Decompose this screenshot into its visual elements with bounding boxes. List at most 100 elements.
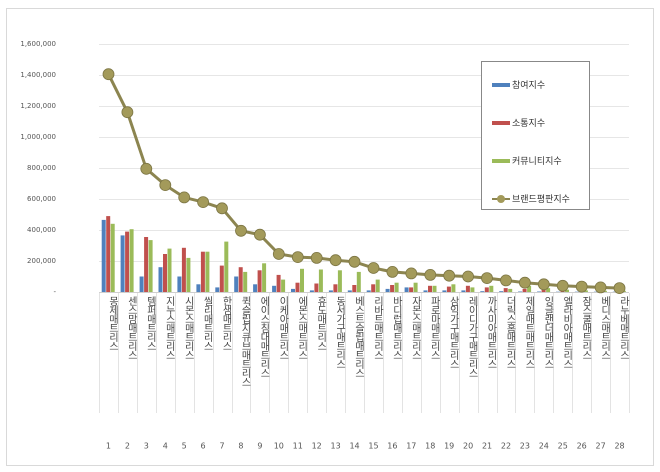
legend-label: 참여지수 (512, 81, 546, 91)
gridline (99, 75, 629, 76)
category-label: 까사미아매트리스 (485, 296, 497, 368)
bar-0 (537, 291, 542, 292)
bar-1 (238, 267, 243, 292)
bar-1 (428, 285, 432, 292)
rank-number: 12 (311, 441, 322, 451)
rank-number: 5 (181, 441, 187, 451)
line-marker-icon (443, 269, 456, 282)
bar-1 (106, 216, 111, 292)
bar-1 (390, 285, 395, 292)
line-marker-icon (367, 262, 380, 274)
category-divider (155, 293, 157, 413)
category-label: 퀵슬립지큐브매트리스 (238, 296, 250, 386)
bar-0 (480, 291, 485, 292)
line-marker-icon (500, 274, 512, 287)
y-tick-label: 600,000 (27, 195, 56, 203)
category-divider (250, 293, 252, 413)
bar-1 (541, 288, 546, 292)
category-label: 이케아매트리스 (276, 296, 288, 359)
category-label: 파로마매트리스 (428, 296, 440, 359)
category-label: 삼익가구매트리스 (447, 296, 459, 368)
bar-0 (215, 287, 220, 292)
category-label: 바디럽매트리스 (390, 296, 402, 359)
category-divider (401, 293, 403, 413)
rank-number: 4 (162, 441, 168, 451)
y-tick-label: 1,600,000 (20, 40, 56, 48)
rank-number: 7 (219, 441, 225, 451)
brand-reputation-line (107, 73, 620, 290)
bar-0 (177, 276, 182, 292)
rank-number: 24 (538, 441, 549, 451)
category-label: 휴도매트리스 (314, 296, 326, 350)
y-tick-label: 1,000,000 (20, 133, 56, 141)
category-label: 자몬스매트리스 (409, 296, 421, 359)
category-label: 레이디가구매트리스 (466, 296, 478, 377)
legend-label: 브랜드평판지수 (512, 195, 570, 205)
bar-2 (489, 285, 494, 292)
bar-2 (375, 279, 380, 292)
bar-1 (409, 287, 414, 292)
legend-item-participation: 참여지수 (492, 78, 545, 91)
category-divider (326, 293, 328, 413)
legend-swatch-red (492, 120, 510, 125)
gridline (99, 137, 629, 138)
gridline (99, 292, 629, 293)
category-label: 시몬스매트리스 (182, 296, 194, 359)
category-label: 더릭스홈매트리스 (503, 296, 515, 368)
category-divider (345, 293, 347, 413)
bar-2 (451, 284, 456, 293)
y-tick-label: 200,000 (27, 257, 56, 265)
rank-number: 15 (368, 441, 379, 451)
bar-0 (423, 290, 428, 292)
line-marker-icon (462, 270, 475, 283)
bar-2 (356, 271, 361, 292)
bar-2 (129, 229, 134, 292)
category-label: 지누스매트리스 (163, 296, 175, 359)
category-label: 에이스침대매트리스 (257, 296, 269, 377)
y-tick-label: 1,400,000 (20, 71, 56, 79)
bar-2 (565, 289, 569, 292)
gridline (99, 230, 629, 231)
line-marker-icon (235, 224, 247, 237)
bar-0 (347, 290, 352, 292)
bar-1 (371, 284, 376, 293)
bar-0 (291, 288, 295, 292)
category-label: 리바트매트리스 (371, 296, 383, 359)
bar-1 (257, 270, 262, 292)
gridline (99, 261, 629, 262)
line-marker-icon (405, 267, 418, 280)
bar-0 (404, 287, 409, 292)
bar-1 (314, 283, 319, 292)
y-tick-label: 400,000 (27, 226, 56, 234)
bar-0 (442, 290, 447, 292)
category-label: 씰리매트리스 (201, 296, 213, 350)
bar-0 (518, 291, 523, 292)
bar-1 (333, 284, 338, 293)
line-marker-icon (140, 162, 153, 175)
line-marker-icon (291, 251, 304, 264)
bar-2 (205, 251, 210, 292)
bar-2 (413, 282, 418, 292)
rank-number: 25 (557, 441, 568, 451)
bar-0 (253, 284, 258, 293)
line-marker-icon (348, 255, 361, 268)
line-marker-icon (594, 281, 607, 294)
bar-2 (167, 248, 172, 292)
bar-1 (200, 251, 205, 292)
category-divider (515, 293, 517, 413)
rank-number: 19 (444, 441, 455, 451)
bar-1 (352, 285, 357, 292)
line-marker-icon (386, 265, 399, 278)
bar-0 (196, 284, 201, 293)
category-divider (629, 293, 630, 413)
legend-item-communication: 소통지수 (492, 116, 545, 129)
y-tick-label: - (53, 288, 56, 296)
category-divider (288, 293, 290, 413)
gridline (99, 199, 629, 200)
legend-label: 소통지수 (512, 119, 546, 129)
line-marker-icon (253, 228, 266, 241)
bar-1 (465, 285, 470, 292)
legend: 참여지수 소통지수 커뮤니티지수 브랜드평판지수 (481, 61, 590, 210)
category-label: 잠스쿨매트리스 (579, 296, 591, 359)
y-tick-label: 1,200,000 (20, 102, 56, 110)
